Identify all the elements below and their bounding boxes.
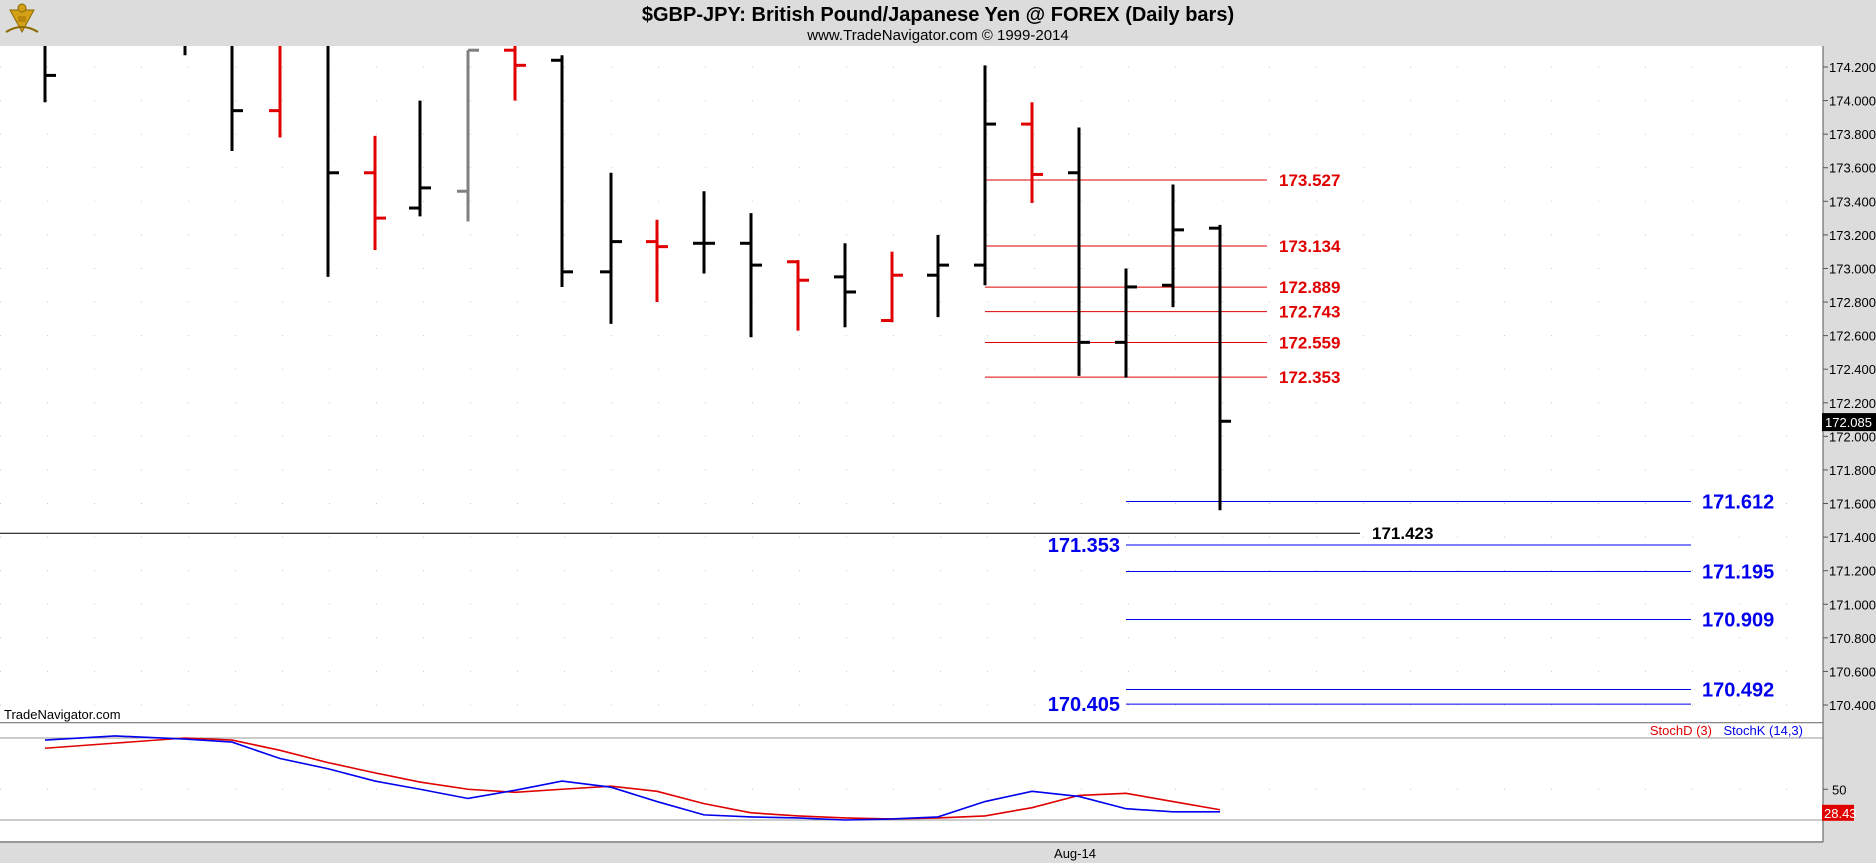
ohlc-bar [230, 46, 243, 151]
price-tick-label: 172.600 [1829, 329, 1876, 344]
stoch-axis: 50 28.43 [1822, 782, 1857, 821]
resistance-label: 172.889 [1279, 278, 1340, 297]
price-axis: 174.200 174.000 173.800 173.600 173.400 173.2… [1822, 46, 1876, 842]
support-label: 171.353 [1048, 535, 1120, 557]
support-label: 170.492 [1702, 680, 1774, 702]
chart-title: $GBP-JPY: British Pound/Japanese Yen @ F… [642, 4, 1234, 26]
price-tick-label: 173.800 [1829, 127, 1876, 142]
resistance-label: 172.743 [1279, 303, 1340, 322]
price-panel-lower [0, 718, 1823, 722]
stoch-tick-label: 50 [1832, 782, 1846, 797]
price-tick-label: 173.000 [1829, 261, 1876, 276]
ohlc-bar [364, 135, 386, 251]
stoch-last-box [1822, 804, 1854, 821]
x-tick-label: Aug-14 [1054, 846, 1096, 861]
price-tick-label: 170.800 [1829, 631, 1876, 646]
stoch-lines [44, 735, 1221, 821]
ohlc-bar [1068, 127, 1090, 376]
price-tick-label: 173.600 [1829, 161, 1876, 176]
price-tick-label: 173.400 [1829, 194, 1876, 209]
price-tick-label: 174.200 [1829, 60, 1876, 75]
ohlc-bar [43, 46, 56, 103]
ohlc-bar [1209, 224, 1231, 511]
chart-subtitle: www.TradeNavigator.com © 1999-2014 [806, 27, 1068, 44]
price-tick-label: 171.600 [1829, 497, 1876, 512]
ohlc-bar [881, 251, 903, 323]
price-tick-label: 172.800 [1829, 295, 1876, 310]
price-tick-label: 173.200 [1829, 228, 1876, 243]
ohlc-bar [927, 234, 949, 318]
sextant-logo-icon [5, 3, 39, 34]
price-bars [43, 46, 1231, 511]
resistance-label: 173.134 [1279, 237, 1341, 256]
ohlc-bar [974, 65, 996, 286]
last-price-label: 172.085 [1825, 415, 1872, 430]
stoch-series-line [44, 735, 1220, 821]
stoch-panel [0, 724, 1823, 841]
price-tick-label: 172.000 [1829, 429, 1876, 444]
ohlc-bar [326, 46, 339, 277]
ohlc-bar [551, 55, 573, 287]
stoch-series-line [44, 737, 1221, 820]
resistance-label: 172.559 [1279, 334, 1340, 353]
stoch-legend-k: StochK (14,3) [1724, 723, 1804, 738]
support-label: 171.195 [1702, 562, 1774, 584]
ohlc-bar [740, 213, 762, 338]
watermark-text: TradeNavigator.com [4, 707, 121, 722]
ohlc-bar [600, 172, 622, 324]
price-tick-label: 171.000 [1829, 597, 1876, 612]
support-label: 170.405 [1048, 694, 1120, 716]
stoch-legend-d: StochD (3) [1650, 723, 1712, 738]
price-tick-label: 172.400 [1829, 362, 1876, 377]
price-tick-label: 171.800 [1829, 463, 1876, 478]
price-tick-label: 170.600 [1829, 664, 1876, 679]
ohlc-bar [787, 260, 809, 331]
support-label: 170.909 [1702, 610, 1774, 632]
ohlc-bar [1115, 268, 1137, 378]
pivot-label: 171.423 [1372, 524, 1433, 543]
support-label: 171.612 [1702, 492, 1774, 514]
price-tick-label: 170.400 [1829, 698, 1876, 713]
last-price-box [1822, 413, 1876, 432]
ohlc-bar [409, 100, 431, 217]
ohlc-bar [1021, 102, 1043, 203]
resistance-label: 172.353 [1279, 368, 1340, 387]
logo [5, 3, 39, 34]
price-tick-label: 171.200 [1829, 564, 1876, 579]
ohlc-bar [646, 219, 668, 303]
ohlc-bar [1162, 184, 1184, 308]
price-tick-label: 171.400 [1829, 530, 1876, 545]
resistance-label: 173.527 [1279, 171, 1340, 190]
stoch-last-label: 28.43 [1824, 806, 1857, 821]
ohlc-bar [504, 46, 526, 101]
price-tick-label: 174.000 [1829, 94, 1876, 109]
price-tick-label: 172.200 [1829, 396, 1876, 411]
ohlc-bar [457, 48, 479, 222]
ohlc-bar [693, 191, 715, 274]
ohlc-bar [269, 46, 282, 138]
price-panel [0, 46, 1823, 718]
ohlc-bar [834, 243, 856, 328]
